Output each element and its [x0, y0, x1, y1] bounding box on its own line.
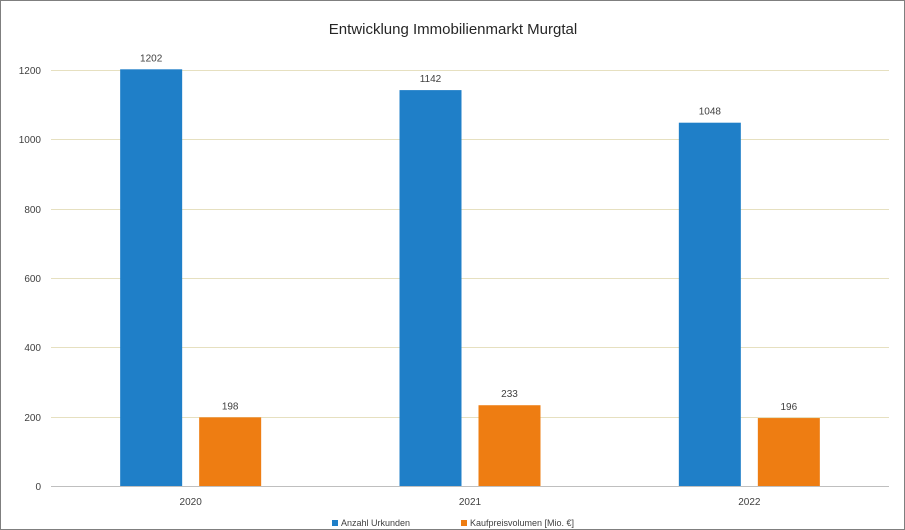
y-tick-label: 200 — [24, 413, 41, 424]
y-tick-label: 800 — [24, 205, 41, 216]
data-labels: 1202 198 1142 233 1048 196 — [140, 53, 798, 413]
data-label: 196 — [780, 402, 797, 413]
legend: Anzahl Urkunden Kaufpreisvolumen [Mio. €] — [332, 518, 574, 528]
x-tick-label: 2020 — [180, 497, 203, 508]
data-label: 1202 — [140, 53, 163, 64]
data-label: 233 — [501, 389, 518, 400]
legend-label: Anzahl Urkunden — [341, 518, 410, 528]
bar-anzahl-urkunden-2020 — [120, 69, 183, 486]
y-tick-label: 1200 — [19, 66, 42, 77]
bars — [120, 69, 820, 487]
data-label: 1048 — [699, 107, 722, 118]
bar-kaufpreisvolumen-2022 — [757, 418, 820, 486]
bar-kaufpreisvolumen-2021 — [478, 405, 541, 486]
y-tick-label: 600 — [24, 274, 41, 285]
y-tick-label: 1000 — [19, 135, 42, 146]
gridlines — [51, 70, 889, 487]
y-tick-label: 400 — [24, 343, 41, 354]
y-tick-label: 0 — [35, 482, 41, 493]
bar-anzahl-urkunden-2022 — [678, 122, 741, 487]
y-axis-ticks: 0 200 400 600 800 1000 1200 — [19, 66, 42, 493]
legend-label: Kaufpreisvolumen [Mio. €] — [470, 518, 574, 528]
legend-swatch — [461, 520, 467, 526]
data-label: 198 — [222, 401, 239, 412]
bar-kaufpreisvolumen-2020 — [199, 417, 262, 486]
chart-title: Entwicklung Immobilienmarkt Murgtal — [329, 21, 577, 38]
x-tick-label: 2022 — [738, 497, 761, 508]
x-axis-ticks: 2020 2021 2022 — [180, 497, 761, 508]
x-tick-label: 2021 — [459, 497, 482, 508]
data-label: 1142 — [420, 74, 442, 85]
legend-swatch — [332, 520, 338, 526]
bar-anzahl-urkunden-2021 — [399, 90, 462, 487]
